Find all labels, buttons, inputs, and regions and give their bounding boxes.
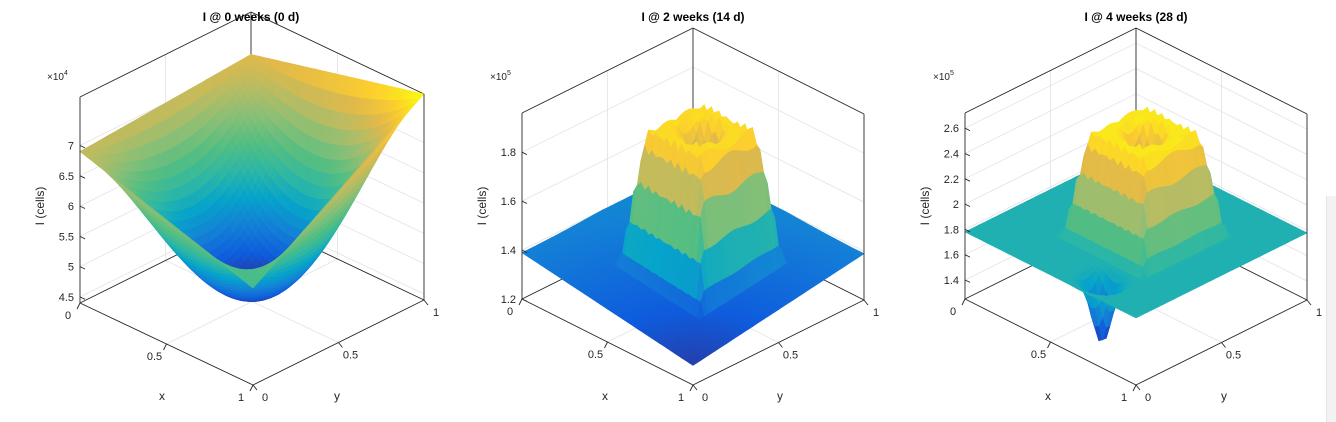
subplot-4-weeks: 1.41.61.822.22.42.600.51 00.51 I @ 4 week… bbox=[918, 10, 1322, 404]
z-tick bbox=[521, 151, 528, 156]
box-edge bbox=[79, 11, 252, 98]
subplot-title: I @ 2 weeks (14 d) bbox=[641, 10, 744, 24]
z-tick-label: 6.5 bbox=[59, 171, 74, 183]
z-tick-label: 1.2 bbox=[501, 294, 516, 306]
y-tick bbox=[252, 384, 258, 391]
surface bbox=[521, 104, 865, 366]
z-tick bbox=[79, 175, 86, 179]
z-tick-label: 7 bbox=[68, 141, 74, 153]
z-tick-label: 5.5 bbox=[59, 231, 74, 243]
x-tick-label: 0.5 bbox=[588, 349, 603, 361]
y-tick bbox=[692, 384, 698, 391]
y-tick bbox=[338, 342, 343, 348]
surface bbox=[79, 54, 425, 302]
x-tick bbox=[518, 298, 523, 306]
x-tick-label: 0.5 bbox=[147, 351, 162, 363]
y-axis-label: y bbox=[334, 389, 340, 403]
z-axis-multiplier: ×104 bbox=[47, 70, 68, 83]
x-tick bbox=[604, 341, 608, 349]
box-edge bbox=[250, 11, 425, 95]
y-tick-label: 1 bbox=[873, 307, 879, 319]
x-axis-label: x bbox=[602, 389, 608, 403]
x-tick-label: 0 bbox=[507, 306, 513, 318]
y-tick-label: 0 bbox=[702, 392, 708, 404]
z-tick bbox=[79, 266, 86, 270]
z-tick-label: 4.5 bbox=[59, 292, 74, 304]
x-tick bbox=[76, 302, 81, 310]
x-tick-label: 1 bbox=[678, 392, 684, 404]
subplot-title: I @ 0 weeks (0 d) bbox=[203, 10, 299, 24]
z-axis-multiplier: ×105 bbox=[490, 70, 511, 83]
y-tick-label: 0.5 bbox=[783, 350, 798, 362]
z-tick-label: 6 bbox=[68, 201, 74, 213]
x-tick bbox=[163, 343, 167, 351]
z-tick bbox=[521, 200, 528, 204]
y-tick-label: 0 bbox=[262, 392, 268, 404]
x-tick-label: 1 bbox=[238, 392, 244, 404]
z-tick-label: 5 bbox=[68, 262, 74, 274]
z-tick bbox=[79, 145, 86, 149]
z-tick-label: 1.4 bbox=[501, 245, 516, 257]
z-tick-label: 1.8 bbox=[501, 147, 516, 159]
z-tick-label: 1.6 bbox=[501, 196, 516, 208]
z-axis-label: I (cells) bbox=[33, 187, 47, 226]
z-tick bbox=[79, 205, 86, 209]
y-tick-label: 1 bbox=[433, 307, 439, 319]
y-axis-label: y bbox=[777, 389, 783, 403]
z-tick bbox=[79, 235, 86, 240]
y-tick bbox=[778, 342, 783, 348]
subplot-2-weeks: 1.2 1.4 1.6 1.8 0 0.5 1 0 0.5 1 I @ 2 weeks (14 d… bbox=[475, 10, 879, 404]
x-tick bbox=[689, 384, 694, 392]
z-tick bbox=[521, 298, 528, 302]
x-tick-label: 0 bbox=[65, 310, 71, 322]
y-tick-label: 0.5 bbox=[343, 350, 358, 362]
subplot-0-weeks: 4.5 5 5.5 6 6.5 7 0 0.5 1 0 0.5 1 I @ 0 weeks (0 d)… bbox=[33, 10, 439, 404]
x-tick bbox=[249, 384, 254, 392]
z-tick bbox=[79, 296, 86, 300]
y-tick bbox=[423, 299, 429, 306]
x-axis-label: x bbox=[159, 389, 165, 403]
y-tick bbox=[863, 299, 869, 306]
surface bbox=[964, 106, 1308, 342]
z-axis-label: I (cells) bbox=[475, 187, 489, 226]
